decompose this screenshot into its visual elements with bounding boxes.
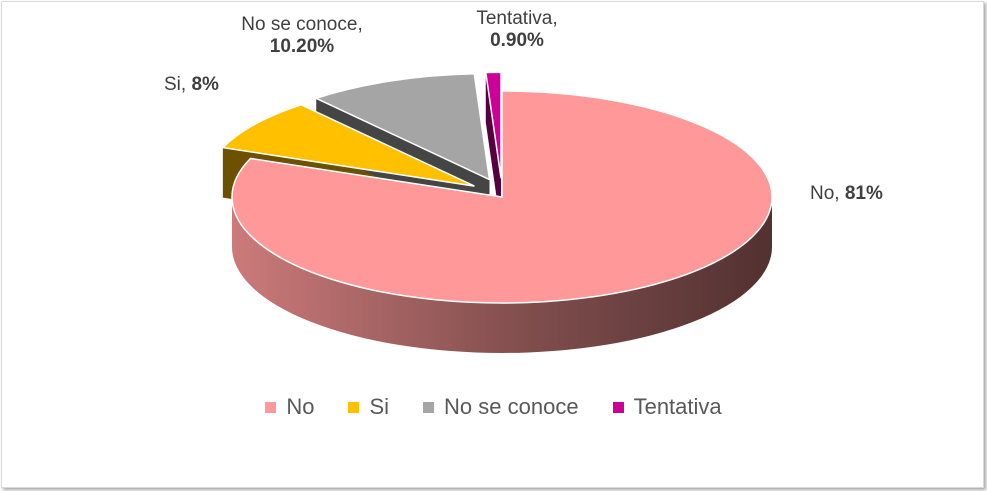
legend-item-no-se-conoce: No se conoce: [423, 394, 579, 420]
legend-label-no-se-conoce: No se conoce: [444, 394, 579, 419]
legend-swatch-tentativa: [612, 401, 624, 413]
pie-slice-tentativa: [484, 71, 502, 179]
legend-item-no: No: [265, 394, 314, 420]
label-si: Si, 8%: [164, 74, 219, 95]
legend-label-tentativa: Tentativa: [633, 394, 722, 419]
legend-item-tentativa: Tentativa: [612, 394, 722, 420]
legend-swatch-no: [265, 401, 277, 413]
legend: No Si No se conoce Tentativa: [2, 394, 985, 420]
pie-side-no: [232, 197, 772, 353]
pie-slice-si: [221, 103, 475, 187]
pie-slice-no-se-conoce: [314, 73, 491, 181]
legend-label-si: Si: [369, 394, 390, 419]
pie-slice-no: [231, 90, 773, 304]
label-no-se-conoce: No se conoce, 10.20%: [241, 14, 363, 57]
label-no: No, 81%: [810, 183, 883, 204]
legend-label-no: No: [286, 394, 315, 419]
label-tentativa: Tentativa, 0.90%: [476, 8, 558, 51]
pie-chart: [221, 71, 773, 353]
legend-swatch-si: [348, 401, 360, 413]
legend-item-si: Si: [348, 394, 389, 420]
pie-cut-tentativa-0: [485, 72, 502, 229]
legend-swatch-no-se-conoce: [423, 401, 435, 413]
pie-top-faces: [221, 71, 773, 304]
